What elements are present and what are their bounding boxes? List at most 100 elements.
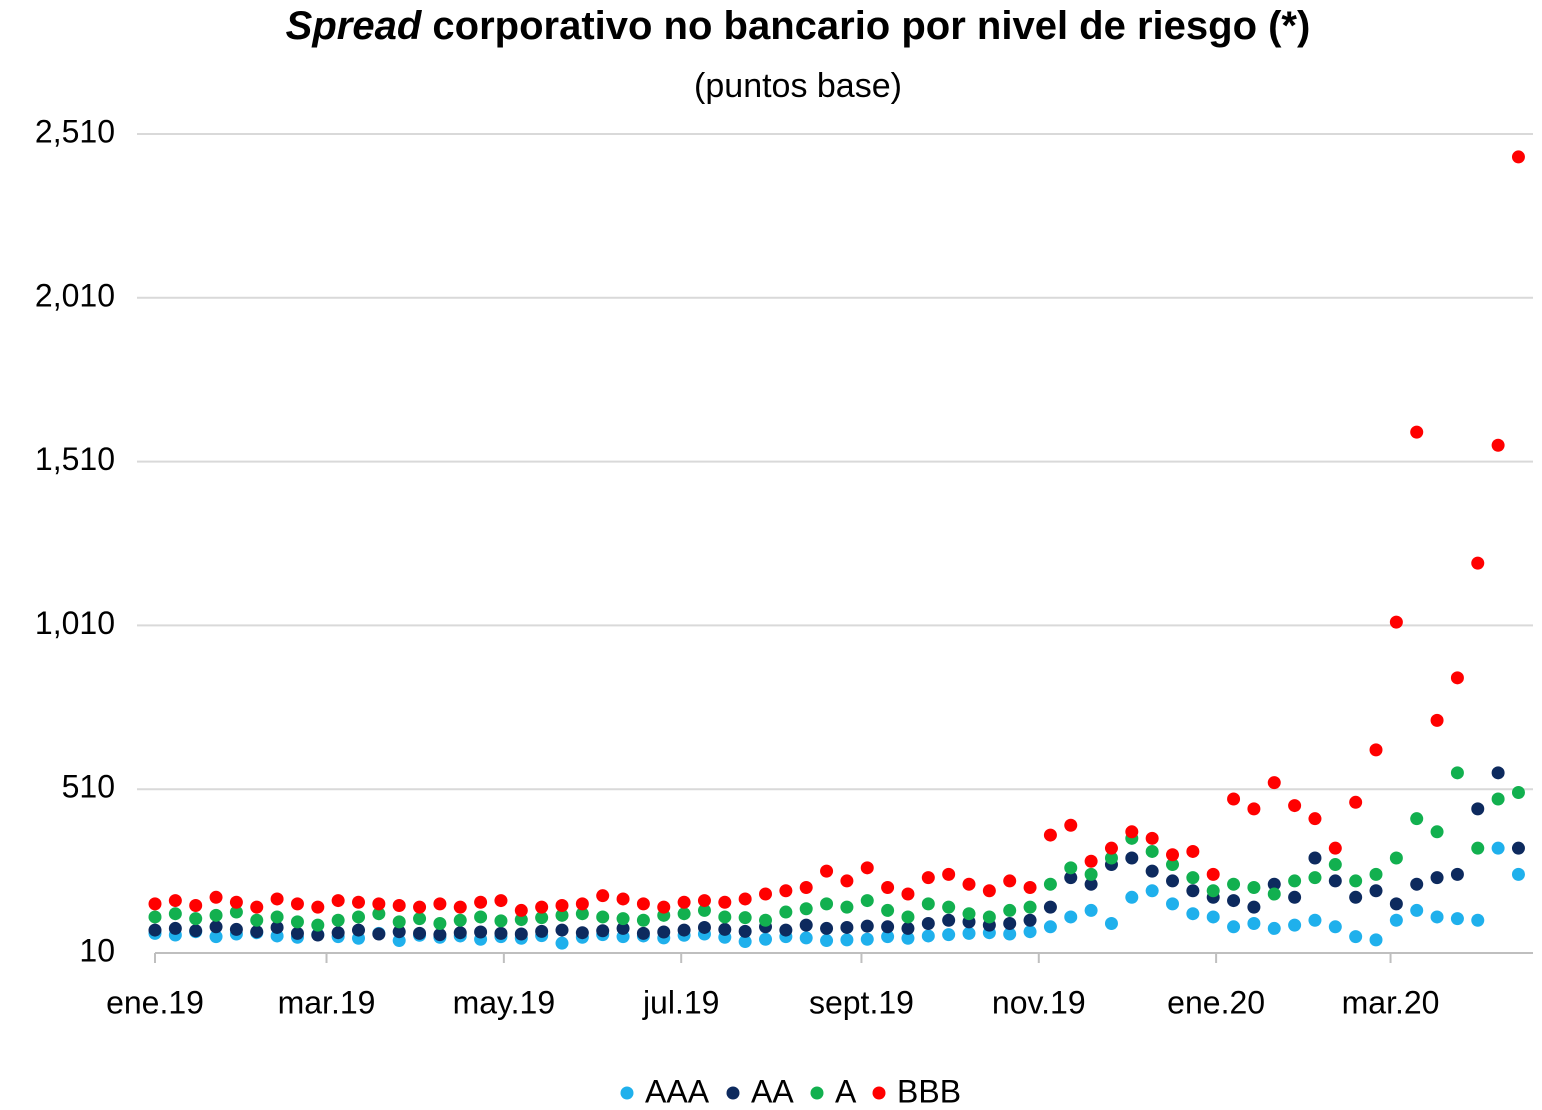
point (1430, 713, 1444, 727)
point (189, 924, 203, 938)
x-tick-label: ene.19 (106, 984, 204, 1020)
point (799, 880, 813, 894)
point (372, 907, 386, 921)
point (189, 912, 203, 926)
point (759, 887, 773, 901)
point (1064, 871, 1078, 885)
point (1227, 894, 1241, 908)
point (596, 889, 610, 903)
point (453, 913, 467, 927)
y-tick-label: 1,510 (35, 441, 115, 477)
point (352, 910, 366, 924)
point (616, 912, 630, 926)
point (392, 915, 406, 929)
point (1186, 884, 1200, 898)
point (1247, 917, 1261, 931)
point (1511, 785, 1525, 799)
point (921, 929, 935, 943)
point (474, 895, 488, 909)
point (1389, 851, 1403, 865)
point (759, 913, 773, 927)
point (514, 913, 528, 927)
point (738, 911, 752, 925)
point (1349, 890, 1363, 904)
point (1328, 841, 1342, 855)
point (453, 900, 467, 914)
point (392, 898, 406, 912)
point (840, 874, 854, 888)
point (1349, 795, 1363, 809)
point (1247, 880, 1261, 894)
point (1227, 920, 1241, 934)
point (718, 922, 732, 936)
point (1389, 913, 1403, 927)
point (1043, 900, 1057, 914)
point (1267, 887, 1281, 901)
point (860, 932, 874, 946)
point (1003, 917, 1017, 931)
point (1450, 766, 1464, 780)
point (697, 894, 711, 908)
point (474, 925, 488, 939)
point (1328, 858, 1342, 872)
chart-title: Spread corporativo no bancario por nivel… (286, 4, 1311, 48)
point (942, 900, 956, 914)
point (962, 926, 976, 940)
legend-label: AAA (645, 1073, 710, 1109)
point (738, 935, 752, 949)
point (433, 928, 447, 942)
point (1369, 884, 1383, 898)
point (1471, 556, 1485, 570)
point (290, 915, 304, 929)
legend-label: AA (751, 1073, 794, 1109)
point (799, 902, 813, 916)
point (942, 928, 956, 942)
point (982, 884, 996, 898)
point (616, 892, 630, 906)
point (514, 903, 528, 917)
point (718, 910, 732, 924)
point (1349, 930, 1363, 944)
point (229, 895, 243, 909)
point (168, 907, 182, 921)
point (555, 936, 569, 950)
point (189, 898, 203, 912)
point (1410, 425, 1424, 439)
point (331, 894, 345, 908)
point (1369, 867, 1383, 881)
point (352, 895, 366, 909)
point (1084, 867, 1098, 881)
point (1064, 861, 1078, 875)
point (270, 910, 284, 924)
point (1084, 903, 1098, 917)
y-tick-label: 2,510 (35, 113, 115, 149)
point (209, 890, 223, 904)
point (1186, 907, 1200, 921)
point (738, 924, 752, 938)
x-tick-label: mar.20 (1342, 984, 1440, 1020)
x-tick-label: nov.19 (992, 984, 1086, 1020)
point (1267, 776, 1281, 790)
point (1166, 858, 1180, 872)
point (148, 923, 162, 937)
point (1206, 867, 1220, 881)
point (1349, 874, 1363, 888)
point (901, 931, 915, 945)
point (1003, 874, 1017, 888)
point (229, 905, 243, 919)
point (1288, 890, 1302, 904)
point (860, 919, 874, 933)
point (1430, 910, 1444, 924)
title-text: corporativo no bancario por nivel de rie… (432, 4, 1310, 48)
point (453, 926, 467, 940)
point (1145, 844, 1159, 858)
x-tick-label: sept.19 (809, 984, 914, 1020)
point (535, 911, 549, 925)
legend-marker (810, 1086, 824, 1100)
point (1511, 867, 1525, 881)
point (1308, 871, 1322, 885)
point (1043, 920, 1057, 934)
point (636, 926, 650, 940)
point (575, 907, 589, 921)
